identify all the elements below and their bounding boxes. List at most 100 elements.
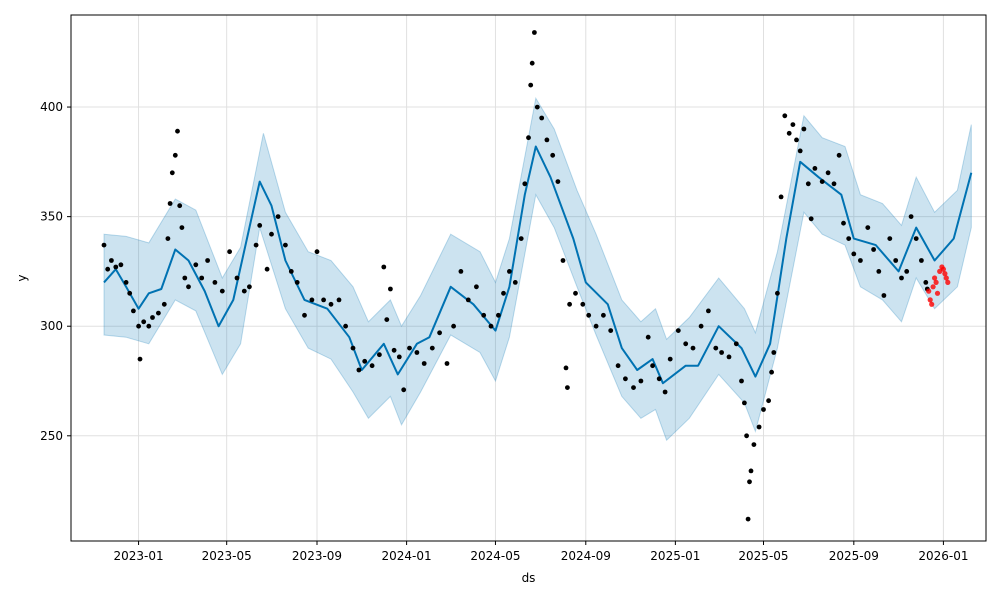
observed-point (586, 312, 592, 318)
observed-point (219, 288, 225, 294)
observed-point (275, 214, 281, 220)
observed-point (790, 122, 796, 127)
x-tick-label: 2025-01 (650, 549, 700, 563)
observed-point (733, 341, 739, 347)
observed-point (257, 223, 263, 228)
observed-point (421, 361, 427, 366)
observed-point (766, 398, 771, 404)
observed-point (593, 323, 599, 329)
y-axis: 250 300 350 400 (40, 100, 71, 443)
observed-point (726, 354, 732, 360)
plot-frame (70, 14, 987, 542)
y-tick-label: 300 (40, 319, 63, 333)
x-tick-label: 2026-01 (918, 549, 968, 563)
observed-point (156, 310, 161, 316)
observed-point (175, 128, 180, 134)
observed-point (314, 249, 320, 255)
observed-point (801, 126, 807, 132)
observed-point (778, 194, 784, 200)
observed-point (369, 363, 375, 369)
observed-point (858, 258, 863, 263)
observed-point (782, 113, 788, 119)
observed-point (437, 330, 442, 336)
observed-point (193, 262, 199, 268)
observed-point (526, 135, 531, 141)
observed-point (638, 378, 644, 384)
observed-point (887, 236, 893, 242)
highlight-point (940, 266, 947, 272)
observed-point (146, 323, 152, 329)
observed-point (396, 354, 402, 360)
highlight-point (933, 279, 939, 285)
observed-point (241, 288, 247, 294)
observed-point (645, 334, 651, 340)
observed-point (169, 170, 175, 176)
observed-point (501, 290, 506, 296)
observed-point (805, 181, 811, 187)
observed-point (407, 345, 412, 351)
observed-point (550, 152, 556, 158)
observed-point (573, 290, 578, 296)
y-tick-label: 250 (40, 429, 63, 443)
observed-point (881, 293, 887, 298)
observed-point (532, 30, 537, 35)
highlight-points-layer (926, 264, 951, 307)
observed-point (247, 284, 252, 290)
observed-point (481, 312, 487, 318)
observed-point (302, 312, 307, 318)
observed-point (429, 345, 435, 351)
observed-point (522, 181, 528, 187)
forecast-line-layer (103, 145, 973, 385)
observed-point (631, 385, 636, 390)
observed-point (161, 301, 167, 307)
observed-point (904, 269, 910, 274)
observed-point (650, 363, 655, 369)
observed-point (212, 280, 218, 285)
observed-points-layer (101, 30, 930, 522)
observed-point (101, 242, 107, 248)
observed-point (350, 345, 356, 351)
observed-point (742, 400, 747, 406)
observed-point (748, 468, 754, 474)
x-tick-label: 2024-01 (382, 549, 432, 563)
observed-point (908, 214, 914, 220)
observed-point (458, 269, 464, 274)
observed-point (662, 389, 668, 395)
observed-point (919, 258, 924, 263)
observed-point (675, 328, 681, 333)
highlight-point (927, 297, 933, 303)
observed-point (769, 369, 774, 375)
observed-point (321, 297, 326, 303)
observed-point (109, 258, 114, 263)
observed-point (336, 297, 342, 303)
observed-point (384, 317, 390, 322)
observed-point (136, 323, 142, 329)
observed-point (113, 264, 119, 270)
observed-point (567, 301, 572, 307)
observed-point (825, 170, 831, 176)
observed-point (288, 269, 294, 274)
grid (71, 15, 986, 541)
x-tick-label: 2025-09 (829, 549, 879, 563)
observed-point (356, 367, 362, 373)
observed-point (167, 201, 173, 206)
observed-point (177, 203, 183, 209)
observed-point (141, 319, 147, 325)
observed-point (656, 376, 662, 382)
observed-point (812, 166, 818, 171)
observed-point (388, 286, 393, 292)
uncertainty-band-layer (103, 96, 972, 442)
observed-point (294, 280, 300, 285)
x-axis: 2023-01 2023-05 2023-09 2024-01 2024-05 2024-… (113, 541, 968, 563)
observed-point (836, 152, 842, 158)
observed-point (534, 104, 540, 110)
observed-point (269, 231, 274, 237)
observed-point (172, 152, 178, 158)
observed-point (756, 424, 762, 430)
observed-point (123, 280, 129, 285)
observed-point (512, 280, 518, 285)
observed-point (751, 442, 757, 447)
observed-point (846, 236, 852, 242)
highlight-point (932, 275, 938, 281)
